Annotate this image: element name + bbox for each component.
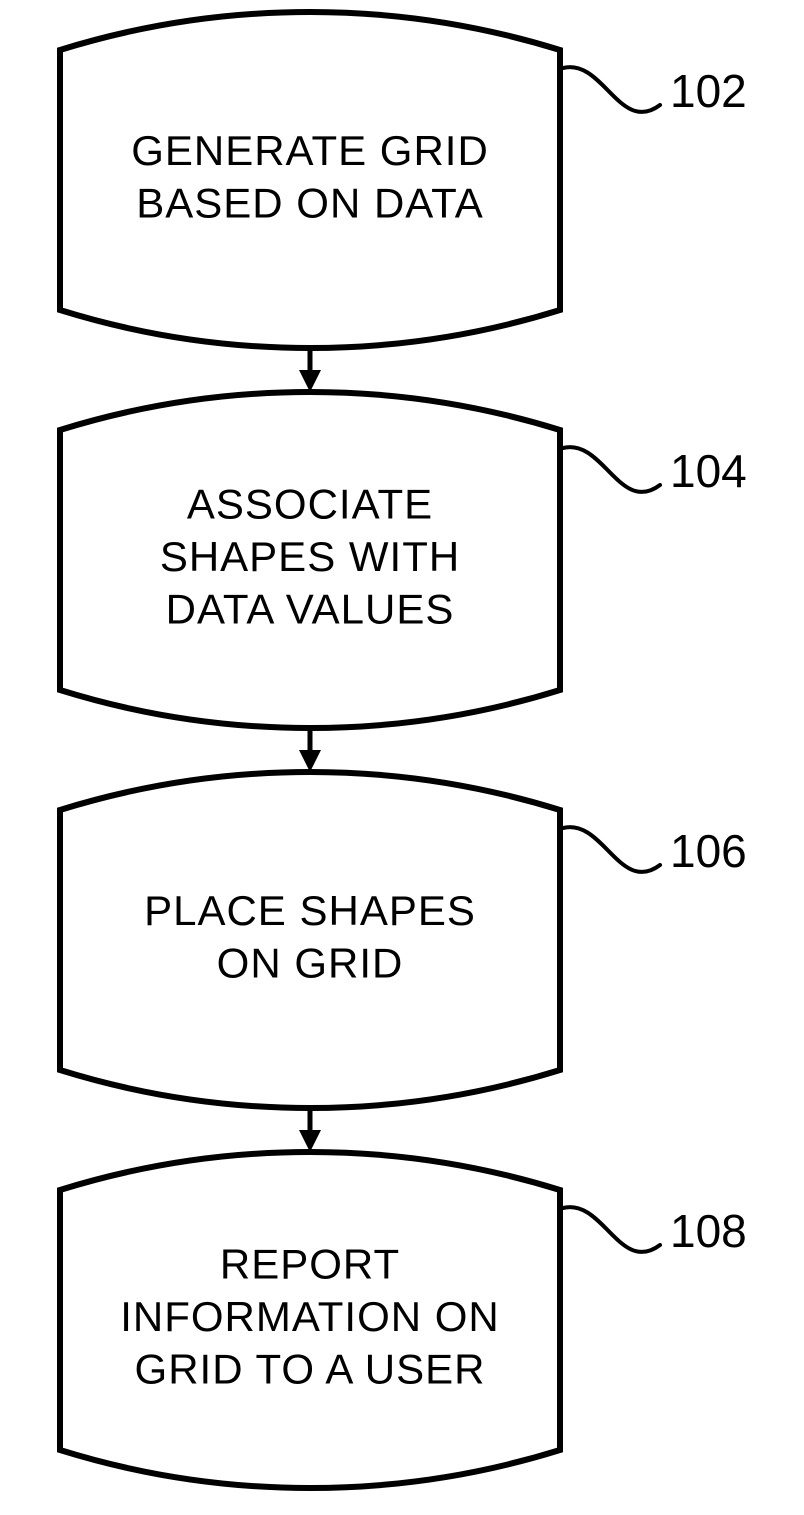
flow-node-label: ASSOCIATE: [187, 481, 433, 528]
flow-node-label: DATA VALUES: [166, 586, 455, 633]
ref-number: 104: [670, 445, 747, 497]
flowchart-canvas: GENERATE GRID BASED ON DATA 102 ASSOCIATE SH…: [0, 0, 804, 1515]
ref-number: 108: [670, 1205, 747, 1257]
flow-node-label: SHAPES WITH: [160, 533, 460, 580]
flow-node-label: BASED ON DATA: [136, 179, 484, 226]
flow-node-label: ON GRID: [217, 939, 404, 986]
flow-node-label: REPORT: [220, 1241, 400, 1288]
flow-node-label: GRID TO A USER: [135, 1346, 486, 1393]
ref-number: 106: [670, 825, 747, 877]
flow-node-label: GENERATE GRID: [131, 127, 489, 174]
ref-number: 102: [670, 65, 747, 117]
flow-node-label: PLACE SHAPES: [144, 887, 476, 934]
flow-node-label: INFORMATION ON: [120, 1293, 500, 1340]
